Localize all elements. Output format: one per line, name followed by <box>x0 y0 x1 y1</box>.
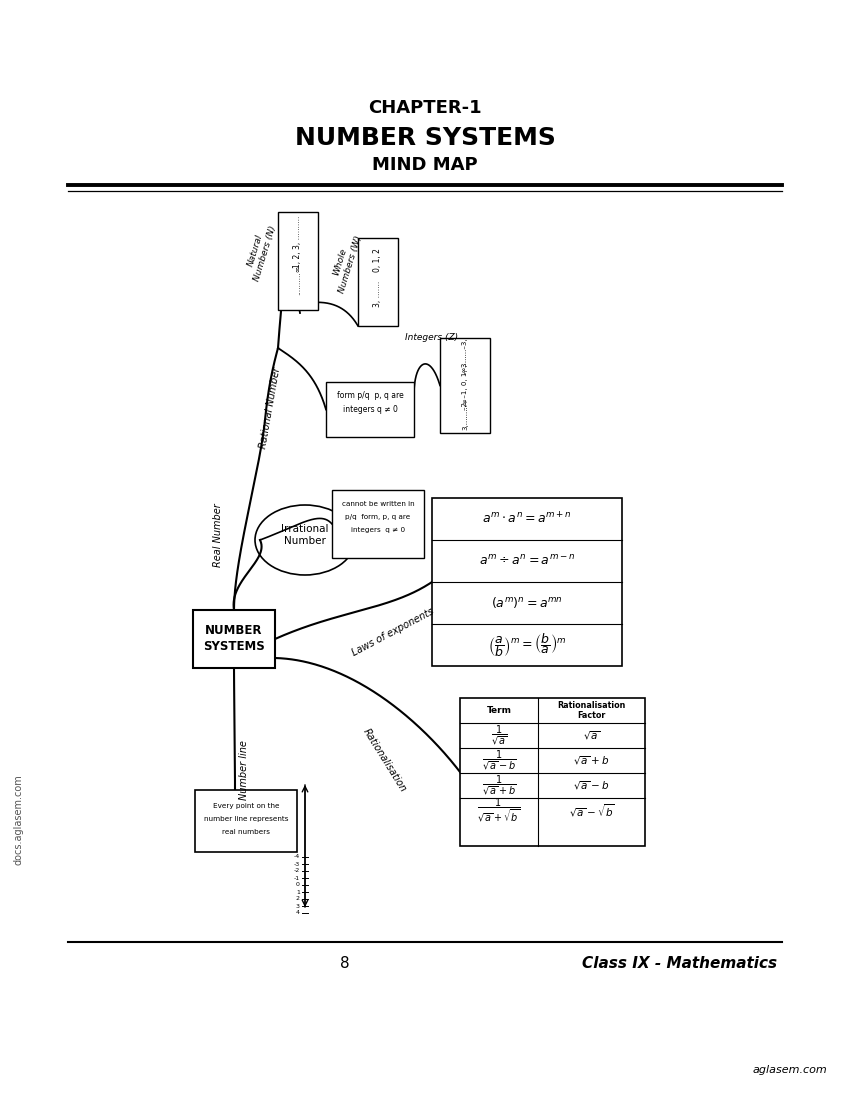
Text: 3,.........∞: 3,.........∞ <box>462 397 468 430</box>
Text: -2: -2 <box>294 869 300 873</box>
Text: $a^m \div a^n = a^{m-n}$: $a^m \div a^n = a^{m-n}$ <box>479 554 575 568</box>
Text: Term: Term <box>486 706 512 715</box>
Text: number line represents: number line represents <box>204 816 288 822</box>
Text: -3: -3 <box>294 861 300 867</box>
Text: -4: -4 <box>294 855 300 859</box>
Text: $(a^m)^n = a^{mn}$: $(a^m)^n = a^{mn}$ <box>491 595 563 610</box>
Text: Irrational
Number: Irrational Number <box>281 525 329 546</box>
Text: -1: -1 <box>294 876 300 880</box>
Text: integers q ≠ 0: integers q ≠ 0 <box>343 406 398 415</box>
Text: $\dfrac{1}{\sqrt{a}+b}$: $\dfrac{1}{\sqrt{a}+b}$ <box>482 773 517 798</box>
Text: Class IX - Mathematics: Class IX - Mathematics <box>582 956 778 970</box>
Text: Real Number: Real Number <box>213 503 223 566</box>
FancyBboxPatch shape <box>358 238 398 326</box>
FancyBboxPatch shape <box>440 338 490 433</box>
Text: docs.aglasem.com: docs.aglasem.com <box>13 774 23 866</box>
Text: $a^m \cdot a^n = a^{m+n}$: $a^m \cdot a^n = a^{m+n}$ <box>482 512 572 527</box>
Text: Laws of exponents: Laws of exponents <box>350 606 436 658</box>
Text: $\dfrac{1}{\sqrt{a}+\sqrt{b}}$: $\dfrac{1}{\sqrt{a}+\sqrt{b}}$ <box>478 796 520 824</box>
Text: 3, .......: 3, ....... <box>373 280 382 307</box>
Text: NUMBER: NUMBER <box>205 624 263 637</box>
Text: 0, 1, 2: 0, 1, 2 <box>373 249 382 272</box>
FancyBboxPatch shape <box>460 698 645 846</box>
Text: Rational Number: Rational Number <box>258 366 282 450</box>
Text: $\sqrt{a}-\sqrt{b}$: $\sqrt{a}-\sqrt{b}$ <box>569 802 615 818</box>
Text: $\dfrac{1}{\sqrt{a}}$: $\dfrac{1}{\sqrt{a}}$ <box>490 724 507 747</box>
Text: 1: 1 <box>296 890 300 894</box>
Text: 0: 0 <box>296 882 300 888</box>
Text: cannot be written in: cannot be written in <box>342 500 414 507</box>
Text: real numbers: real numbers <box>222 829 270 835</box>
Text: $\left(\dfrac{a}{b}\right)^m = \left(\dfrac{b}{a}\right)^m$: $\left(\dfrac{a}{b}\right)^m = \left(\df… <box>488 631 566 659</box>
Text: ..........∞: ..........∞ <box>293 265 303 295</box>
Text: Number line: Number line <box>239 740 249 800</box>
Text: Rationalisation
Factor: Rationalisation Factor <box>558 701 626 721</box>
Text: MIND MAP: MIND MAP <box>372 156 478 174</box>
Text: CHAPTER-1: CHAPTER-1 <box>368 99 482 117</box>
Text: Whole
Numbers (W): Whole Numbers (W) <box>327 232 363 295</box>
Text: 1, 2, 3, ..........: 1, 2, 3, .......... <box>293 216 303 268</box>
Text: $\sqrt{a}$: $\sqrt{a}$ <box>583 729 600 741</box>
FancyBboxPatch shape <box>195 790 297 852</box>
FancyBboxPatch shape <box>432 498 622 666</box>
Text: SYSTEMS: SYSTEMS <box>203 640 265 653</box>
Text: Integers (Z): Integers (Z) <box>405 333 458 342</box>
Text: form p/q  p, q are: form p/q p, q are <box>337 392 404 400</box>
Text: Natural
Numbers (N): Natural Numbers (N) <box>242 221 278 283</box>
Text: NUMBER SYSTEMS: NUMBER SYSTEMS <box>295 126 555 150</box>
Text: 3: 3 <box>296 903 300 909</box>
FancyBboxPatch shape <box>332 490 424 558</box>
Text: 2: 2 <box>296 896 300 902</box>
Text: 8: 8 <box>340 956 350 970</box>
Text: aglasem.com: aglasem.com <box>752 1065 827 1075</box>
Text: $\sqrt{a}-b$: $\sqrt{a}-b$ <box>573 779 609 792</box>
FancyBboxPatch shape <box>278 212 318 310</box>
Text: $\dfrac{1}{\sqrt{a}-b}$: $\dfrac{1}{\sqrt{a}-b}$ <box>482 749 517 772</box>
Text: -∞,.......–3,: -∞,.......–3, <box>462 338 468 374</box>
Text: p/q  form, p, q are: p/q form, p, q are <box>345 514 411 520</box>
FancyBboxPatch shape <box>193 610 275 668</box>
Text: 4: 4 <box>296 911 300 915</box>
Text: –2, –1, 0, 1, 3: –2, –1, 0, 1, 3 <box>462 362 468 409</box>
Text: $\sqrt{a}+b$: $\sqrt{a}+b$ <box>573 755 609 767</box>
Text: Every point on the: Every point on the <box>212 803 280 808</box>
FancyBboxPatch shape <box>326 382 414 437</box>
Text: Rationalisation: Rationalisation <box>361 726 409 793</box>
Text: integers  q ≠ 0: integers q ≠ 0 <box>351 527 405 534</box>
